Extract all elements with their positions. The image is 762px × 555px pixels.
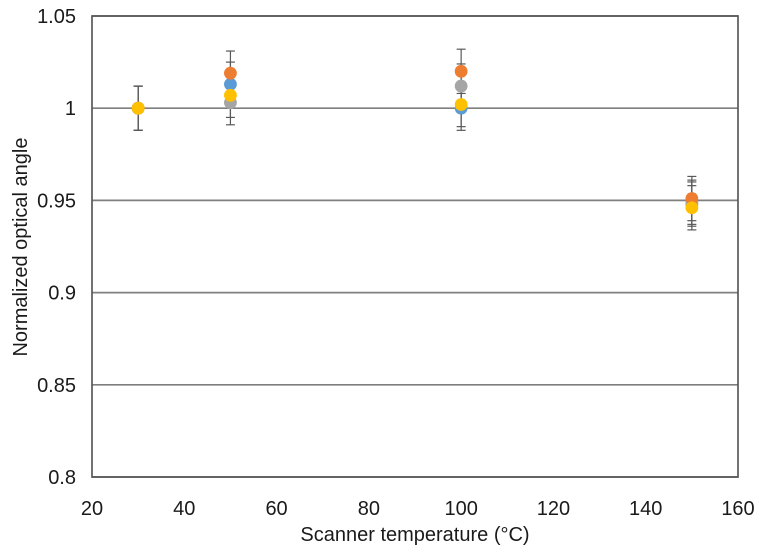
x-tick-label: 120	[537, 498, 570, 520]
plot-border	[91, 15, 739, 478]
data-point-series-orange	[454, 64, 468, 78]
data-point-series-blue	[224, 77, 237, 91]
y-tick-label: 0.95	[37, 190, 76, 212]
y-tick-label: 0.85	[37, 375, 76, 397]
x-tick-label: 80	[358, 498, 380, 520]
data-point-series-orange	[685, 192, 699, 205]
y-tick-label: 1	[65, 98, 76, 120]
y-tick-label: 0.8	[48, 467, 76, 489]
x-tick-label: 160	[721, 498, 754, 520]
x-tick-label: 20	[81, 498, 103, 520]
data-point-series-yellow	[224, 88, 237, 102]
y-axis-title: Normalized optical angle	[10, 137, 32, 357]
x-tick-label: 60	[265, 498, 287, 520]
y-tick-label: 0.9	[48, 283, 76, 305]
data-point-series-yellow	[131, 101, 145, 115]
data-point-series-yellow	[685, 201, 699, 215]
data-point-series-gray	[454, 79, 468, 93]
x-axis-title: Scanner temperature (°C)	[300, 524, 530, 546]
x-tick-label: 40	[173, 498, 195, 520]
data-point-series-orange	[224, 66, 237, 80]
x-tick-label: 100	[444, 498, 477, 520]
data-point-series-yellow	[454, 98, 468, 111]
x-tick-label: 140	[629, 498, 662, 520]
y-tick-label: 1.05	[37, 6, 76, 28]
